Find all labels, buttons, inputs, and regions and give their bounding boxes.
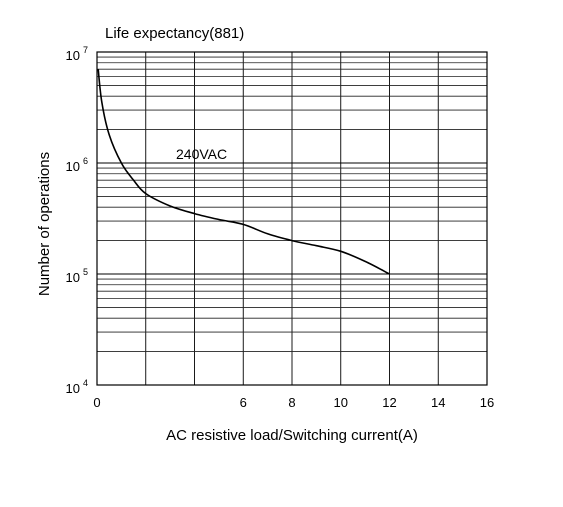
grid [97, 52, 487, 386]
x-axis-title: AC resistive load/Switching current(A) [166, 427, 418, 444]
x-tick-label: 0 [93, 395, 100, 410]
y-tick-exponent: 7 [83, 45, 88, 55]
y-axis-title: Number of operations [36, 152, 53, 296]
y-tick-label: 10 [66, 48, 80, 63]
annotation-240vac: 240VAC [176, 146, 227, 162]
x-tick-label: 14 [431, 395, 445, 410]
chart-title: Life expectancy(881) [105, 25, 244, 42]
y-tick-label: 10 [66, 381, 80, 396]
y-tick-label: 10 [66, 159, 80, 174]
y-tick-exponent: 5 [83, 267, 88, 277]
x-tick-label: 8 [288, 395, 295, 410]
x-tick-label: 12 [382, 395, 396, 410]
x-tick-label: 16 [480, 395, 494, 410]
x-tick-labels: 0 6 8 10 12 14 16 [93, 395, 494, 410]
series-line [97, 69, 390, 275]
y-tick-exponent: 4 [83, 378, 88, 388]
plot-frame [96, 51, 488, 386]
y-tick-label: 10 [66, 270, 80, 285]
y-tick-exponent: 6 [83, 156, 88, 166]
x-tick-label: 6 [240, 395, 247, 410]
x-tick-label: 10 [334, 395, 348, 410]
